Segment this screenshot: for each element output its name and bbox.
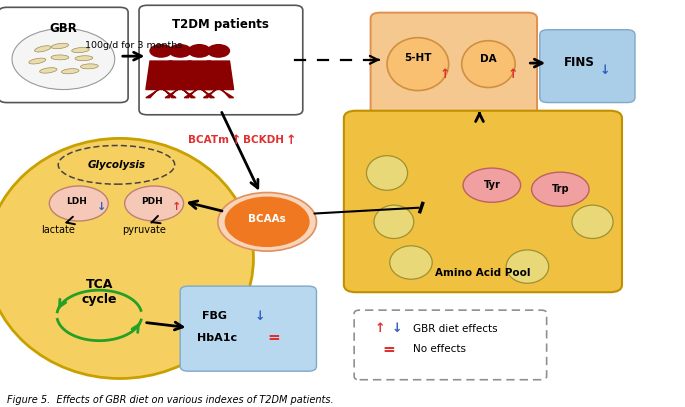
Ellipse shape bbox=[62, 69, 79, 74]
Ellipse shape bbox=[462, 41, 515, 88]
Text: ↑: ↑ bbox=[172, 202, 182, 212]
Text: PDH: PDH bbox=[141, 197, 163, 206]
Polygon shape bbox=[203, 61, 234, 90]
Text: ↓: ↓ bbox=[599, 64, 610, 77]
Text: ↑: ↑ bbox=[507, 68, 518, 81]
Text: LDH: LDH bbox=[66, 197, 87, 206]
Text: Trp: Trp bbox=[551, 184, 569, 194]
Text: Amino Acid Pool: Amino Acid Pool bbox=[435, 268, 531, 278]
Text: Tyr: Tyr bbox=[484, 180, 500, 190]
Polygon shape bbox=[201, 90, 214, 98]
FancyBboxPatch shape bbox=[0, 7, 128, 103]
Text: 100g/d for 3 months: 100g/d for 3 months bbox=[85, 41, 182, 50]
Ellipse shape bbox=[0, 138, 253, 379]
Ellipse shape bbox=[81, 64, 98, 69]
Circle shape bbox=[125, 186, 184, 221]
Ellipse shape bbox=[51, 55, 68, 60]
Text: =: = bbox=[382, 342, 395, 357]
Text: BCKDH: BCKDH bbox=[243, 136, 284, 145]
Polygon shape bbox=[182, 90, 195, 98]
Text: No effects: No effects bbox=[413, 344, 466, 354]
Ellipse shape bbox=[51, 43, 68, 49]
Ellipse shape bbox=[40, 68, 57, 73]
Text: GBR: GBR bbox=[49, 22, 77, 35]
Text: ↑: ↑ bbox=[440, 68, 451, 81]
Ellipse shape bbox=[75, 56, 92, 61]
Polygon shape bbox=[221, 90, 234, 98]
Ellipse shape bbox=[390, 246, 432, 279]
Ellipse shape bbox=[34, 46, 51, 52]
Text: FBG: FBG bbox=[202, 311, 227, 322]
Text: ↓: ↓ bbox=[262, 236, 273, 249]
Polygon shape bbox=[165, 61, 195, 90]
Text: =: = bbox=[268, 330, 280, 345]
Polygon shape bbox=[146, 90, 159, 98]
Text: cycle: cycle bbox=[82, 293, 117, 306]
Text: BCAAs: BCAAs bbox=[248, 214, 286, 223]
Polygon shape bbox=[165, 90, 178, 98]
Circle shape bbox=[207, 44, 230, 58]
Text: GBR diet effects: GBR diet effects bbox=[413, 324, 498, 334]
Text: ↑: ↑ bbox=[286, 134, 297, 147]
Text: DA: DA bbox=[480, 54, 497, 64]
Polygon shape bbox=[184, 90, 197, 98]
Text: ↓: ↓ bbox=[97, 202, 106, 212]
Ellipse shape bbox=[572, 205, 613, 239]
Ellipse shape bbox=[29, 58, 46, 64]
Ellipse shape bbox=[366, 156, 408, 190]
FancyBboxPatch shape bbox=[354, 310, 547, 380]
FancyBboxPatch shape bbox=[344, 111, 622, 292]
Ellipse shape bbox=[72, 48, 89, 53]
Text: HbA1c: HbA1c bbox=[197, 333, 237, 343]
Circle shape bbox=[169, 44, 192, 58]
Text: lactate: lactate bbox=[41, 225, 75, 235]
Circle shape bbox=[218, 193, 316, 251]
Circle shape bbox=[532, 172, 589, 206]
Polygon shape bbox=[203, 90, 216, 98]
Text: Glycolysis: Glycolysis bbox=[88, 160, 145, 170]
Circle shape bbox=[12, 28, 114, 90]
FancyBboxPatch shape bbox=[371, 13, 537, 116]
Ellipse shape bbox=[506, 250, 549, 283]
Text: ↓: ↓ bbox=[255, 310, 266, 323]
Text: ↓: ↓ bbox=[392, 322, 403, 335]
Text: pyruvate: pyruvate bbox=[122, 225, 166, 235]
Polygon shape bbox=[146, 61, 176, 90]
Circle shape bbox=[463, 168, 521, 202]
Text: T2DM patients: T2DM patients bbox=[173, 18, 269, 31]
Circle shape bbox=[225, 197, 310, 247]
Polygon shape bbox=[163, 90, 176, 98]
Ellipse shape bbox=[387, 38, 449, 90]
Text: 5-HT: 5-HT bbox=[404, 53, 432, 63]
FancyBboxPatch shape bbox=[540, 30, 635, 103]
Circle shape bbox=[49, 186, 108, 221]
FancyBboxPatch shape bbox=[180, 286, 316, 371]
Ellipse shape bbox=[374, 205, 414, 239]
Text: TCA: TCA bbox=[86, 278, 113, 291]
Text: ↑: ↑ bbox=[375, 322, 386, 335]
Text: Figure 5.  Effects of GBR diet on various indexes of T2DM patients.: Figure 5. Effects of GBR diet on various… bbox=[7, 395, 334, 405]
Polygon shape bbox=[184, 61, 214, 90]
Text: FINS: FINS bbox=[564, 56, 595, 68]
FancyBboxPatch shape bbox=[139, 5, 303, 115]
Text: BCATm: BCATm bbox=[188, 136, 229, 145]
Circle shape bbox=[188, 44, 211, 58]
Text: ↑: ↑ bbox=[231, 134, 242, 147]
Circle shape bbox=[149, 44, 173, 58]
